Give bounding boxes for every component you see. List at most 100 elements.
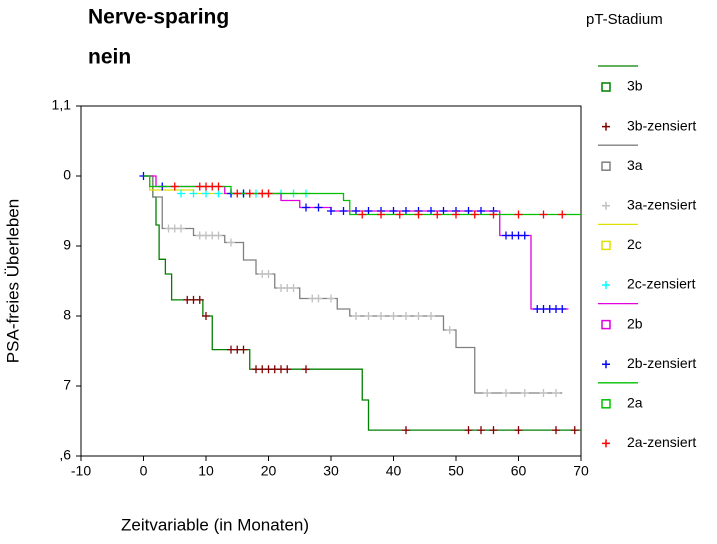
censor-mark	[189, 189, 198, 198]
legend-title: pT-Stadium	[586, 11, 663, 28]
y-tick-label: ,6	[59, 447, 71, 463]
censor-mark	[402, 207, 410, 215]
censor-mark	[552, 426, 560, 435]
censor-mark	[445, 326, 454, 334]
x-axis-title: Zeitvariable (in Monaten)	[121, 515, 309, 534]
censor-mark	[377, 210, 385, 219]
x-tick-label: 60	[511, 463, 527, 479]
x-tick-label: 0	[140, 463, 148, 479]
legend-label: 3a	[627, 157, 643, 173]
censor-mark	[264, 189, 273, 198]
legend-label: 2c-zensiert	[627, 276, 696, 292]
censor-mark	[539, 210, 548, 219]
legend-swatch	[601, 240, 611, 251]
censor-mark	[195, 295, 204, 304]
censor-mark	[214, 189, 223, 198]
censor-mark	[570, 426, 579, 435]
censor-mark	[177, 224, 185, 233]
legend-swatch	[602, 281, 610, 289]
censor-mark	[464, 426, 473, 435]
censor-mark	[427, 312, 435, 320]
censor-mark	[227, 238, 235, 247]
censor-mark	[477, 426, 485, 435]
legend-label: 2a	[627, 395, 643, 411]
censor-mark	[514, 210, 523, 219]
x-tick-label: 10	[198, 463, 214, 479]
legend-label: 3b	[627, 78, 643, 94]
survival-curve	[143, 175, 563, 394]
chart-subtitle: nein	[88, 46, 131, 69]
censor-mark	[233, 189, 242, 198]
legend-swatch	[602, 439, 610, 448]
legend-label: 3b-zensiert	[627, 117, 696, 133]
censor-mark	[264, 270, 273, 278]
legend-label: 2a-zensiert	[627, 434, 696, 450]
censor-mark	[558, 305, 567, 313]
y-tick-label: 0	[63, 167, 71, 183]
y-tick-label: 8	[63, 307, 71, 323]
legend-swatch	[601, 82, 611, 92]
censor-mark	[214, 182, 223, 191]
censor-mark	[489, 210, 498, 219]
censor-mark	[245, 189, 254, 198]
censor-mark	[327, 207, 335, 215]
censor-mark	[289, 284, 298, 292]
legend-swatch	[601, 319, 611, 330]
censor-mark	[377, 312, 385, 320]
censor-mark	[364, 312, 373, 320]
censor-mark	[414, 312, 423, 320]
censor-mark	[239, 345, 248, 354]
censor-mark	[302, 203, 310, 212]
censor-mark	[483, 389, 492, 397]
censor-mark	[352, 207, 360, 215]
censor-mark	[389, 312, 398, 320]
censor-mark	[364, 207, 373, 215]
y-tick-label: 7	[63, 377, 71, 393]
censor-mark	[433, 210, 442, 219]
censor-mark	[402, 426, 410, 435]
x-tick-label: 70	[573, 463, 589, 479]
censor-mark	[314, 294, 323, 303]
legend-label: 2c	[627, 236, 642, 252]
legend-label: 2b	[627, 315, 643, 331]
censor-mark	[539, 389, 548, 397]
legend-swatch	[601, 161, 611, 171]
legend-label: 2b-zensiert	[627, 355, 696, 371]
legend-swatch	[602, 360, 610, 369]
y-tick-label: 9	[63, 237, 71, 253]
censor-mark	[439, 207, 448, 215]
censor-mark	[389, 207, 398, 215]
y-axis-title: PSA-freies Überleben	[3, 199, 22, 363]
survival-curve	[143, 175, 581, 216]
x-tick-label: 40	[386, 463, 402, 479]
censor-mark	[502, 389, 510, 397]
censor-mark	[202, 312, 210, 320]
censor-mark	[352, 312, 360, 320]
censor-mark	[464, 207, 473, 215]
legend-swatch	[602, 122, 610, 131]
legend-swatch	[602, 201, 610, 210]
censor-mark	[283, 365, 292, 374]
censor-mark	[489, 426, 498, 435]
censor-mark	[327, 294, 335, 303]
censor-mark	[452, 210, 460, 219]
x-tick-label: -10	[71, 463, 91, 479]
chart-title: Nerve-sparing	[88, 6, 229, 29]
y-tick-label: 1,1	[52, 97, 72, 113]
legend-swatch	[601, 399, 611, 409]
censor-mark	[339, 207, 348, 215]
censor-mark	[470, 210, 479, 219]
censor-mark	[514, 426, 523, 435]
censor-mark	[427, 207, 435, 215]
censor-mark	[177, 189, 185, 198]
censor-mark	[402, 312, 410, 320]
censor-mark	[414, 210, 423, 219]
censor-mark	[520, 231, 529, 240]
legend-label: 3a-zensiert	[627, 197, 696, 213]
censor-mark	[302, 365, 310, 374]
censor-mark	[552, 389, 560, 397]
survival-curve	[143, 175, 569, 310]
censor-mark	[395, 210, 404, 219]
censor-mark	[358, 210, 367, 219]
